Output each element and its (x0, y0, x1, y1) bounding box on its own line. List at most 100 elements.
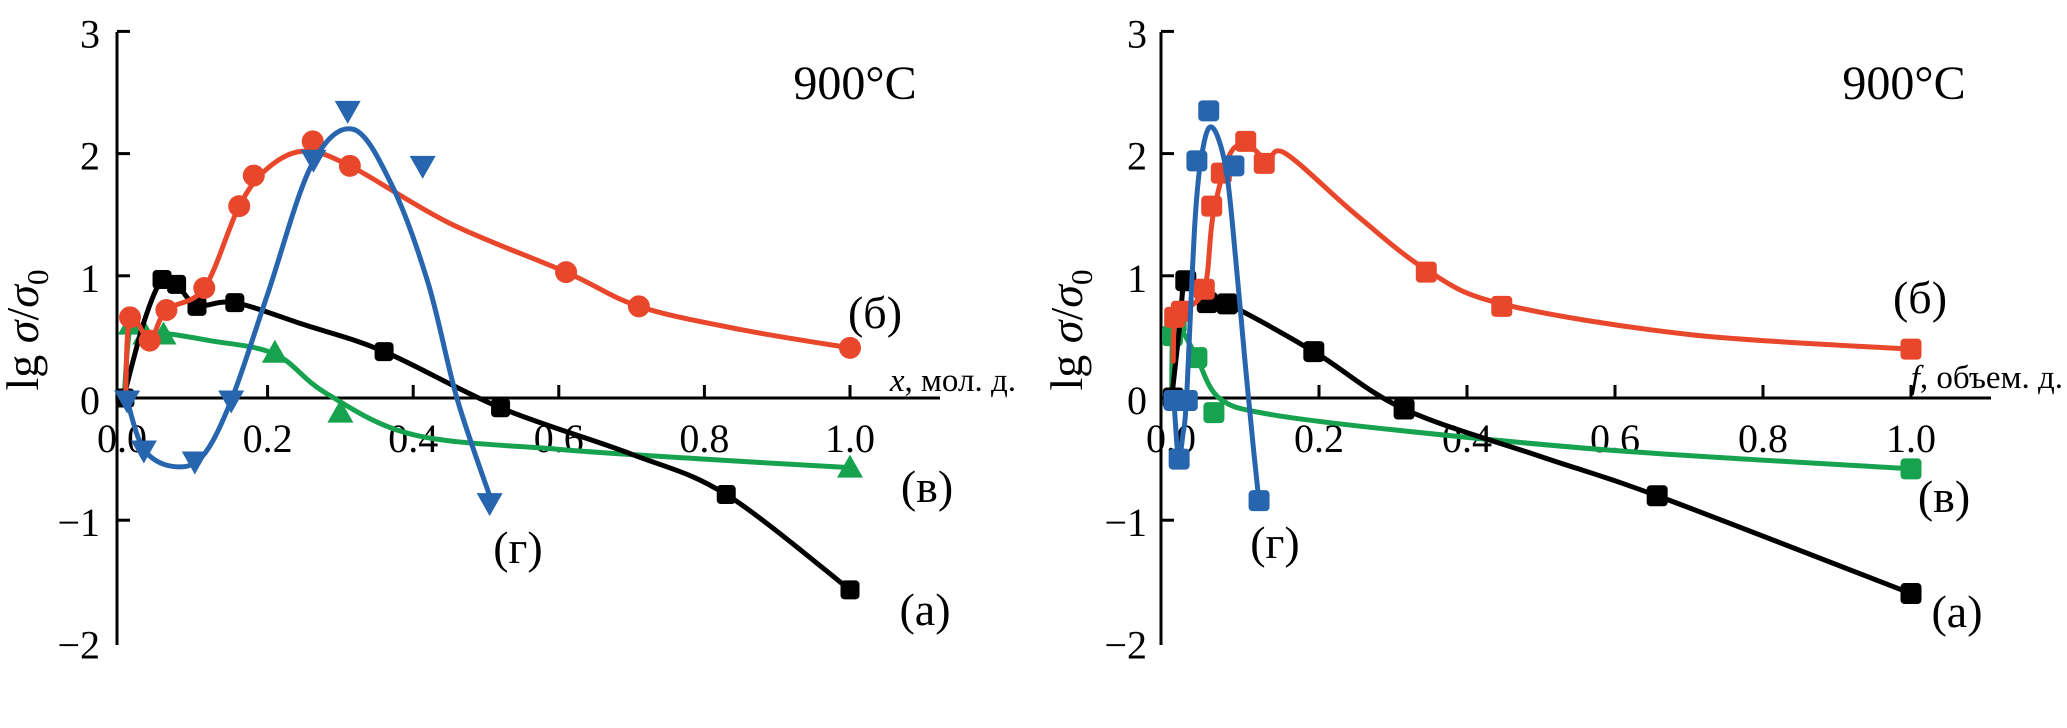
y-tick-label: 3 (1127, 11, 1147, 56)
data-point (1646, 485, 1668, 507)
data-point (1198, 100, 1220, 122)
data-point (1203, 402, 1225, 424)
data-point (152, 269, 172, 289)
series-label-a: (а) (899, 584, 950, 635)
data-point (1900, 458, 1922, 480)
data-point (1253, 152, 1275, 174)
data-point (167, 274, 187, 294)
data-point (1193, 278, 1215, 300)
x-axis-title: x, мол. д. (889, 363, 1016, 399)
markers-g (114, 100, 503, 517)
label-part: σ (1041, 318, 1092, 343)
data-point (228, 195, 251, 218)
series-label-g: (г) (1250, 517, 1300, 568)
data-point (1168, 448, 1190, 470)
x-axis-title: f, объем. д. (1911, 360, 2063, 396)
y-tick-label: −2 (57, 622, 100, 667)
label-part: , мол. д. (905, 363, 1016, 399)
data-point (837, 454, 863, 478)
series-label-b: (б) (848, 287, 902, 338)
data-point (138, 329, 161, 352)
label-part: x (889, 363, 905, 399)
y-tick-label: −1 (1104, 500, 1147, 545)
data-point (1186, 347, 1208, 369)
data-point (242, 164, 265, 187)
y-tick-label: 0 (80, 378, 100, 423)
markers-a (115, 269, 860, 600)
data-point (716, 485, 736, 505)
x-tick-label: 0.8 (1738, 416, 1788, 461)
data-point (327, 399, 354, 423)
markers-b (119, 130, 861, 359)
data-point (476, 493, 503, 517)
data-point (119, 306, 142, 329)
data-point (1393, 398, 1415, 420)
series-label-a: (а) (1931, 586, 1982, 637)
data-point (1216, 293, 1238, 315)
data-point (218, 390, 245, 414)
data-point (374, 342, 394, 362)
data-point (409, 155, 436, 179)
data-point (181, 451, 208, 475)
y-tick-label: 0 (1127, 378, 1147, 423)
x-tick-label: 0.2 (243, 416, 293, 461)
data-point (338, 154, 361, 177)
series-label-g: (г) (493, 522, 543, 573)
label-part: lg (1041, 343, 1092, 390)
data-point (114, 390, 141, 414)
series-label-v: (в) (901, 461, 953, 512)
data-point (193, 277, 216, 300)
data-point (130, 440, 157, 464)
y-tick-label: 2 (1127, 134, 1147, 179)
label-part: 0 (20, 270, 55, 286)
label-part: lg (0, 343, 48, 390)
markers-b (1164, 130, 1922, 360)
y-axis-title: lg σ/σ0 (0, 270, 55, 391)
label-part: 0 (1064, 270, 1099, 286)
data-point (839, 336, 861, 359)
data-point (1900, 338, 1922, 360)
label-part: / (1041, 308, 1092, 321)
x-tick-label: 1.0 (1886, 416, 1936, 461)
data-point (300, 149, 327, 173)
data-point (1248, 490, 1270, 512)
series-label-v: (в) (1918, 471, 1970, 522)
y-tick-label: −2 (1104, 622, 1147, 667)
x-tick-label: 0.8 (679, 416, 729, 461)
y-tick-label: 2 (80, 134, 100, 179)
chart-left: 0.0 0.2 0.4 0.6 0.8 1.0 3 2 1 0 −1 −2 x, мол. д. lg σ… (0, 11, 1016, 667)
data-point (1491, 295, 1513, 317)
y-tick-label: 1 (1127, 256, 1147, 301)
data-point (334, 100, 361, 124)
data-point (840, 580, 860, 600)
label-part: σ (0, 283, 48, 308)
y-axis-title: lg σ/σ0 (1041, 270, 1099, 391)
data-point (1223, 155, 1245, 177)
y-tick-label: −1 (57, 500, 100, 545)
temperature-label: 900°C (793, 57, 916, 110)
data-point (627, 295, 650, 318)
data-point (1303, 341, 1325, 363)
data-point (1415, 261, 1437, 283)
markers-g (1163, 100, 1270, 512)
data-point (1170, 300, 1192, 322)
curve-b (123, 148, 853, 399)
data-point (1186, 150, 1208, 172)
data-point (1176, 389, 1198, 411)
data-point (491, 398, 511, 418)
curve-a (120, 274, 853, 593)
data-point (1201, 195, 1223, 217)
label-part: σ (1041, 283, 1092, 308)
data-point (261, 339, 288, 363)
x-tick-label: 1.0 (825, 416, 875, 461)
curve-g (124, 126, 493, 499)
y-tick-label: 3 (80, 11, 100, 56)
temperature-label: 900°C (1842, 57, 1965, 110)
data-point (555, 261, 578, 284)
data-point (155, 299, 178, 322)
curve-b (1170, 142, 1914, 364)
series-label-b: (б) (1893, 272, 1947, 323)
